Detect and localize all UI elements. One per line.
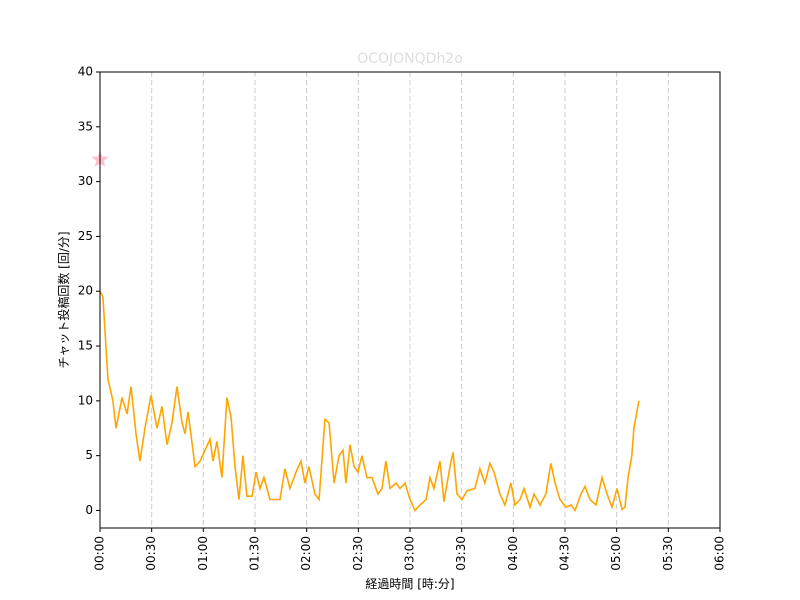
y-axis-label: チャット投稿回数 [回/分] <box>56 231 71 368</box>
x-axis-label: 経過時間 [時:分] <box>365 577 454 591</box>
x-tick-label: 04:00 <box>506 536 520 571</box>
plot-frame <box>99 71 721 529</box>
y-tick-label: 40 <box>78 65 93 79</box>
y-tick-label: 5 <box>85 448 93 462</box>
y-tick-label: 25 <box>78 229 93 243</box>
x-tick-label: 02:00 <box>299 536 313 571</box>
x-tick-label: 02:30 <box>351 536 365 571</box>
x-tick-label: 01:00 <box>196 536 210 571</box>
y-tick-label: 30 <box>78 174 93 188</box>
x-tick-label: 01:30 <box>248 536 262 571</box>
y-tick-label: 15 <box>78 339 93 353</box>
x-tick-label: 06:00 <box>713 536 727 571</box>
y-tick-label: 0 <box>85 503 93 517</box>
x-tick-label: 03:30 <box>454 536 468 571</box>
chart-title: OCOJONQDh2o <box>357 51 463 67</box>
y-tick-label: 35 <box>78 119 93 133</box>
line <box>99 290 640 513</box>
x-tick-label: 05:30 <box>661 536 675 571</box>
y-tick-label: 20 <box>78 284 93 298</box>
x-tick-label: 04:30 <box>558 536 572 571</box>
x-tick-label: 03:00 <box>403 536 417 571</box>
x-tick-label: 00:30 <box>144 536 158 571</box>
x-tick-label: 00:00 <box>93 536 107 571</box>
y-tick-label: 10 <box>78 393 93 407</box>
x-tick-label: 05:00 <box>609 536 623 571</box>
